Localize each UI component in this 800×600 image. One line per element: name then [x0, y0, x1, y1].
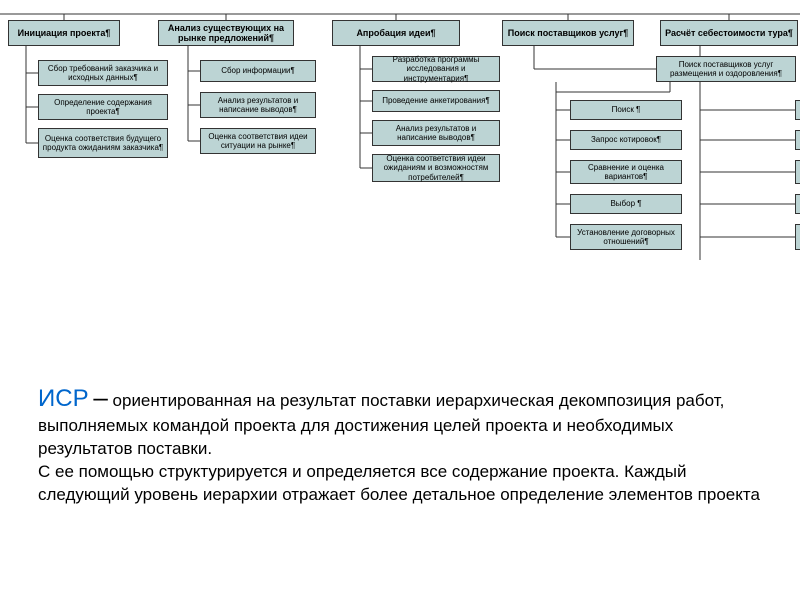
col4-child-4: Установление договорных отношений¶: [570, 224, 682, 250]
node-label: Расчёт себестоимости тура¶: [665, 28, 793, 38]
node-label: Сравнение и оценка вариантов¶: [574, 163, 678, 181]
desc-line-1: ориентированная на результат поставки ие…: [38, 391, 724, 458]
node-label: Анализ существующих на рынке предложений…: [162, 23, 290, 44]
desc-line-2: С ее помощью структурируется и определяе…: [38, 462, 760, 504]
col1-child-2: Оценка соответствия будущего продукта ож…: [38, 128, 168, 158]
dash: –: [93, 382, 107, 412]
node-label: Инициация проекта¶: [18, 28, 111, 38]
col1-top: Инициация проекта¶: [8, 20, 120, 46]
node-label: Поиск ¶: [612, 105, 641, 114]
node-label: Анализ результатов и написание выводов¶: [376, 124, 496, 142]
col4-child-0: Поиск ¶: [570, 100, 682, 120]
col3-child-2: Анализ результатов и написание выводов¶: [372, 120, 500, 146]
col3-top: Апробация идеи¶: [332, 20, 460, 46]
isr-term: ИСР: [38, 385, 89, 412]
node-label: Сбор требований заказчика и исходных дан…: [42, 64, 164, 82]
col1-child-0: Сбор требований заказчика и исходных дан…: [38, 60, 168, 86]
col5-child-4: [795, 224, 800, 250]
description-paragraph: ИСР – ориентированная на результат поста…: [38, 380, 760, 507]
col5-child-1: [795, 130, 800, 150]
col5-top: Расчёт себестоимости тура¶: [660, 20, 798, 46]
node-label: Оценка соответствия идеи ситуации на рын…: [204, 132, 312, 150]
node-label: Запрос котировок¶: [591, 135, 661, 144]
node-label: Сбор информации¶: [221, 66, 295, 75]
col1-child-1: Определение содержания проекта¶: [38, 94, 168, 120]
node-label: Разработка программы исследования и инст…: [376, 55, 496, 83]
col2-child-0: Сбор информации¶: [200, 60, 316, 82]
col5-child-3: [795, 194, 800, 214]
col4-child-3: Выбор ¶: [570, 194, 682, 214]
col5-child-0: [795, 100, 800, 120]
col4-top: Поиск поставщиков услуг¶: [502, 20, 634, 46]
node-label: Поиск поставщиков услуг размещения и озд…: [660, 60, 792, 78]
node-label: Установление договорных отношений¶: [574, 228, 678, 246]
col2-top: Анализ существующих на рынке предложений…: [158, 20, 294, 46]
node-label: Выбор ¶: [610, 199, 641, 208]
col4-header: Поиск поставщиков услуг размещения и озд…: [656, 56, 796, 82]
node-label: Определение содержания проекта¶: [42, 98, 164, 116]
col2-child-2: Оценка соответствия идеи ситуации на рын…: [200, 128, 316, 154]
node-label: Оценка соответствия будущего продукта ож…: [42, 134, 164, 152]
col3-child-0: Разработка программы исследования и инст…: [372, 56, 500, 82]
node-label: Проведение анкетирования¶: [382, 96, 490, 105]
node-label: Апробация идеи¶: [356, 28, 435, 38]
wbs-diagram: Инициация проекта¶ Сбор требований заказ…: [0, 0, 800, 330]
col4-child-1: Запрос котировок¶: [570, 130, 682, 150]
node-label: Оценка соответствия идеи ожиданиям и воз…: [376, 154, 496, 182]
col5-child-2: [795, 160, 800, 184]
node-label: Анализ результатов и написание выводов¶: [204, 96, 312, 114]
col4-child-2: Сравнение и оценка вариантов¶: [570, 160, 682, 184]
col2-child-1: Анализ результатов и написание выводов¶: [200, 92, 316, 118]
col3-child-3: Оценка соответствия идеи ожиданиям и воз…: [372, 154, 500, 182]
node-label: Поиск поставщиков услуг¶: [508, 28, 628, 38]
col3-child-1: Проведение анкетирования¶: [372, 90, 500, 112]
